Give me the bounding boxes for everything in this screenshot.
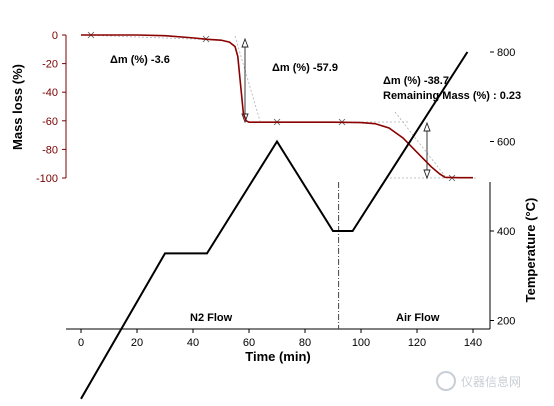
temp-y-ticks: 200 400 600 800 (490, 47, 515, 328)
region-label-n2: N2 Flow (190, 312, 233, 324)
watermark-text: 仪器信息网 (461, 374, 521, 389)
temperature-series-line (80, 51, 469, 400)
watermark: 仪器信息网 (436, 371, 521, 391)
time-x-tick-label: 40 (187, 337, 199, 349)
time-x-tick-label: 120 (408, 337, 426, 349)
mass-y-tick-label: -100 (36, 173, 58, 185)
time-x-tick-label: 100 (352, 337, 370, 349)
mass-y-tick-label: -20 (42, 59, 58, 71)
mass-y-axis-title: Mass loss (%) (10, 64, 25, 150)
time-x-tick-label: 20 (131, 337, 143, 349)
temp-y-tick-label: 800 (497, 47, 515, 59)
temp-y-tick-label: 400 (497, 226, 515, 238)
mass-y-ticks: 0 -20 -40 -60 -80 -100 (36, 30, 66, 185)
time-x-tick-label: 60 (243, 337, 255, 349)
mass-y-tick-label: 0 (52, 30, 58, 42)
mass-y-tick-label: -40 (42, 87, 58, 99)
annotation-step-2: Δm (%) -57.9 (272, 62, 338, 74)
region-label-air: Air Flow (396, 312, 440, 324)
annotation-step-3: Δm (%) -38.7 (383, 75, 449, 87)
mass-loss-series-line (81, 34, 473, 179)
mass-step-arrows (241, 37, 431, 180)
watermark-logo-icon (436, 371, 456, 391)
time-x-tick-label: 80 (299, 337, 311, 349)
mass-y-tick-label: -60 (42, 116, 58, 128)
time-x-axis-title: Time (min) (245, 349, 311, 364)
annotation-remaining-mass: Remaining Mass (%) : 0.23 (383, 90, 521, 102)
annotation-step-1: Δm (%) -3.6 (110, 54, 170, 66)
mass-y-tick-label: -80 (42, 144, 58, 156)
temp-y-tick-label: 200 (497, 316, 515, 328)
temp-y-axis-title: Temperature (°C) (523, 198, 538, 303)
time-x-tick-label: 0 (78, 337, 84, 349)
time-x-ticks: 0 20 40 60 80 100 120 140 (78, 329, 482, 349)
temp-y-tick-label: 600 (497, 137, 515, 149)
time-x-tick-label: 140 (464, 337, 482, 349)
